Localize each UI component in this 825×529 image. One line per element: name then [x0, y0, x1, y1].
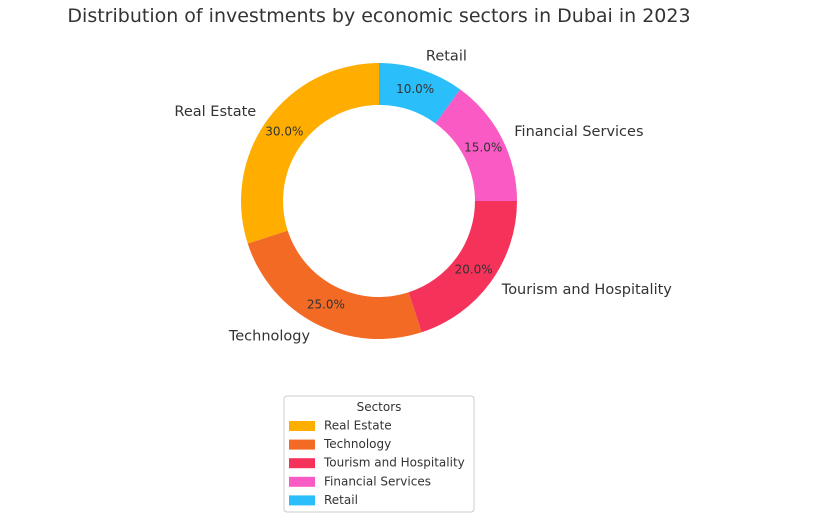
slice-technology: [247, 230, 422, 339]
donut-slices: [241, 63, 517, 339]
percent-labels: 30.0% 25.0% 20.0% 15.0% 10.0%: [265, 82, 502, 312]
slice-financial-services: [435, 89, 517, 201]
legend-title: Sectors: [357, 400, 402, 414]
slice-retail: [379, 63, 461, 124]
chart-title: Distribution of investments by economic …: [67, 5, 690, 27]
legend-label-financial-services: Financial Services: [324, 474, 431, 488]
legend-label-technology: Technology: [323, 437, 391, 451]
percent-label-financial-services: 15.0%: [464, 140, 502, 154]
category-label-financial-services: Financial Services: [514, 124, 643, 140]
legend-box: [283, 395, 475, 513]
slice-real-estate: [241, 63, 379, 244]
category-labels: Real Estate Technology Tourism and Hospita…: [174, 49, 672, 345]
legend-swatch-retail: [289, 495, 315, 506]
category-label-tourism-and-hospitality: Tourism and Hospitality: [501, 282, 672, 298]
legend-items: Real Estate Technology Tourism and Hospita…: [289, 419, 465, 507]
legend-swatch-financial-services: [289, 476, 315, 487]
legend-label-retail: Retail: [324, 493, 358, 507]
category-label-real-estate: Real Estate: [174, 104, 256, 120]
legend-swatch-technology: [289, 439, 315, 450]
slice-tourism-and-hospitality: [408, 201, 517, 333]
legend: Sectors Real Estate Technology Tourism and…: [283, 395, 475, 513]
legend-swatch-real-estate: [289, 421, 315, 431]
percent-label-technology: 25.0%: [307, 298, 345, 312]
legend-label-real-estate: Real Estate: [324, 419, 392, 433]
percent-label-real-estate: 30.0%: [265, 125, 303, 139]
legend-swatch-tourism-and-hospitality: [289, 458, 315, 469]
legend-label-tourism-and-hospitality: Tourism and Hospitality: [323, 456, 465, 470]
percent-label-retail: 10.0%: [396, 82, 434, 96]
percent-label-tourism-and-hospitality: 20.0%: [455, 262, 493, 276]
category-label-technology: Technology: [228, 328, 311, 344]
category-label-retail: Retail: [426, 49, 467, 65]
